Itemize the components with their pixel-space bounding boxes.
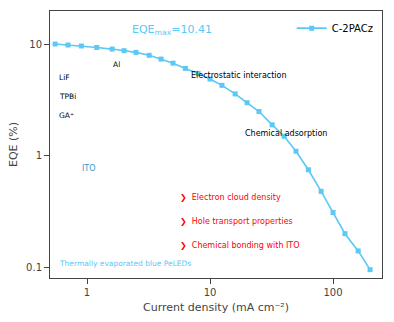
svg-text:Electrostatic interaction: Electrostatic interaction — [191, 71, 287, 80]
svg-text:100: 100 — [324, 287, 343, 298]
svg-text:EQE (%): EQE (%) — [7, 122, 20, 167]
svg-text:GA⁺: GA⁺ — [59, 111, 74, 120]
svg-text:EQE​max​=10.41: EQE​max​=10.41 — [132, 23, 212, 37]
svg-text:10: 10 — [204, 287, 217, 298]
svg-text:1: 1 — [36, 150, 42, 161]
svg-text:1: 1 — [84, 287, 90, 298]
svg-text:10: 10 — [29, 39, 42, 50]
svg-text:Thermally evaporated blue PeLE: Thermally evaporated blue PeLEDs — [59, 259, 191, 268]
svg-text:❯ Electron cloud density: ❯ Electron cloud density — [180, 193, 281, 202]
svg-text:Al: Al — [113, 60, 120, 69]
svg-text:Current density (mA cm⁻²): Current density (mA cm⁻²) — [143, 301, 289, 314]
svg-text:❯ Hole transport properties: ❯ Hole transport properties — [180, 217, 293, 226]
svg-text:TPBi: TPBi — [59, 92, 76, 101]
svg-text:❯ Chemical bonding with ITO: ❯ Chemical bonding with ITO — [180, 241, 300, 250]
svg-text:0.1: 0.1 — [26, 262, 42, 273]
svg-text:Chemical adsorption: Chemical adsorption — [245, 129, 327, 138]
svg-text:ITO: ITO — [82, 164, 96, 173]
svg-text:LiF: LiF — [59, 73, 70, 82]
svg-text:C-2PACz: C-2PACz — [332, 23, 373, 34]
